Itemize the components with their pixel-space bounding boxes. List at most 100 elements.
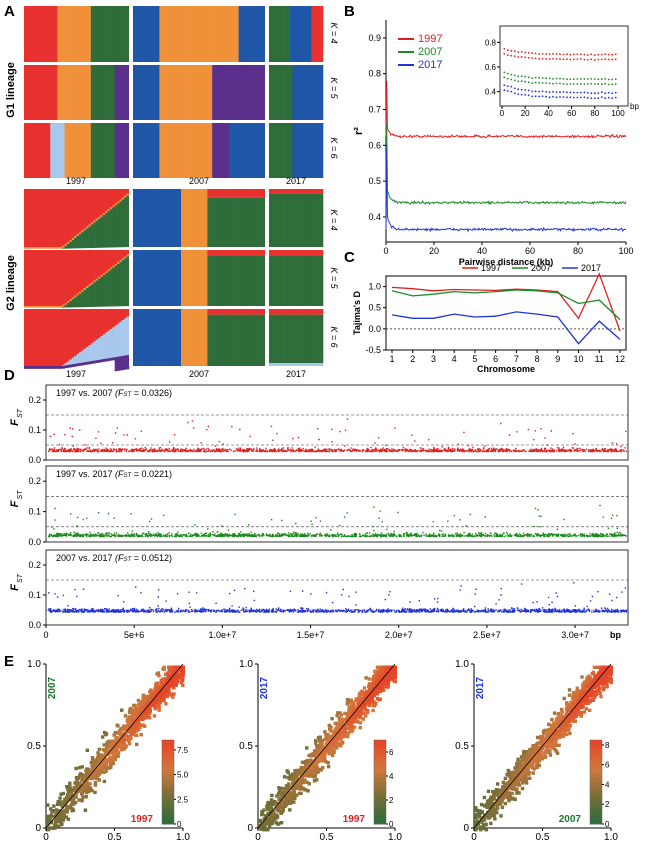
density-point [306,789,310,793]
density-point [64,815,69,819]
ancestry-bar [52,366,56,369]
ancestry-bar [47,247,51,249]
density-point [176,672,180,677]
x-tick-label: 0 [383,246,388,256]
density-point [556,713,560,717]
ancestry-bar [35,366,39,369]
density-point [567,693,572,697]
density-point [80,799,84,803]
ancestry-bar [28,65,32,120]
ancestry-bar [255,314,259,366]
ancestry-bar [105,6,108,62]
density-point [288,791,292,795]
density-point [267,800,271,805]
density-point [510,791,514,796]
density-point [547,748,551,753]
density-point [310,754,314,758]
ancestry-bar [78,362,82,366]
density-point [507,793,512,797]
density-point [578,710,582,715]
ancestry-bar [119,65,123,120]
ancestry-bar [212,197,215,247]
inset-x-unit: bp [630,102,639,111]
density-point [513,779,517,783]
colorbar-segment [374,803,386,808]
inset-point [573,96,575,99]
x-tick-label: 6 [493,354,498,364]
density-point [73,781,77,785]
density-point [599,673,603,678]
ancestry-bar [243,309,247,315]
density-point [345,698,350,702]
ancestry-bar [176,123,179,178]
density-point [559,722,564,726]
ancestry-bar [190,250,194,306]
ancestry-bar [229,309,232,315]
ancestry-bar [195,309,199,366]
x-tick-label: 11 [595,354,604,364]
density-point [479,828,483,832]
ancestry-bar [109,329,113,358]
ancestry-bar [202,189,206,247]
ancestry-bar [260,197,263,247]
ancestry-bar [229,123,232,178]
colorbar-segment [374,794,386,800]
ancestry-bar [119,309,123,322]
inset-point [541,53,544,55]
density-point [602,676,606,680]
ancestry-bar [38,250,42,306]
density-point [57,801,61,805]
density-point [527,771,532,775]
y-tick-label: 0.8 [368,69,381,79]
density-point [526,766,530,770]
ancestry-bar [152,65,155,120]
inset-point [503,76,506,79]
ancestry-bar [221,309,225,315]
density-point [93,781,98,785]
colorbar-segment [374,761,386,766]
density-point [383,682,387,686]
density-point [350,716,354,720]
density-point [346,714,351,718]
density-point [76,776,81,780]
ancestry-bar [69,309,73,360]
y-axis-label-sub: ST [17,490,24,500]
density-point [578,689,582,693]
ancestry-bar [236,309,239,315]
ancestry-bar [290,6,293,62]
inset-point [541,77,544,79]
ancestry-bar [297,189,300,194]
density-point [114,748,119,752]
density-point [365,710,370,715]
inset-point [600,83,603,86]
x-tick-label: 2.0e+7 [385,630,413,640]
ancestry-bar [126,254,130,257]
ancestry-bar [145,65,148,120]
density-point [74,776,79,780]
density-point [372,700,376,704]
inset-point [548,53,551,56]
density-point [105,766,110,770]
density-point [571,691,576,695]
ancestry-bar [185,189,189,247]
ancestry-bar [105,271,108,274]
y-year-label: 2017 [259,676,270,699]
density-point [293,784,298,788]
density-point [371,677,375,681]
density-point [77,784,81,789]
ancestry-bar [76,65,80,120]
density-point [558,728,562,732]
ancestry-bar [236,314,239,366]
ancestry-bar [318,309,321,315]
ancestry-bar [271,6,274,62]
density-point [608,679,613,683]
density-point [326,764,331,769]
density-point [307,782,311,786]
ancestry-bar [245,123,249,178]
density-point [81,795,85,800]
ancestry-bar [229,65,232,120]
density-point [161,695,165,700]
fst-sub: ST [124,473,133,479]
density-point [100,735,105,739]
